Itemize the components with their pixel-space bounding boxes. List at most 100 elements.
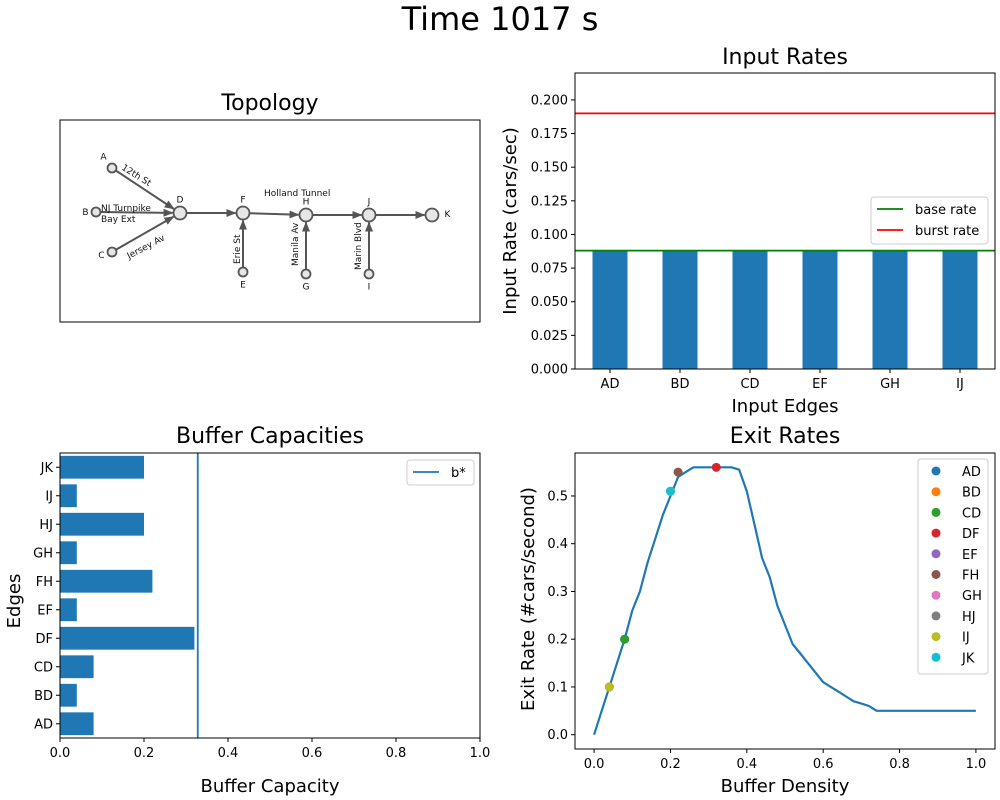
x-tick-label: 1.0 [966,757,987,772]
legend-marker [931,570,941,579]
legend-label: burst rate [915,224,979,239]
topology-node-label-D: D [177,196,184,206]
y-tick-label: 0.075 [531,262,568,277]
legend-marker [931,590,941,600]
topology-edge-AD [115,169,175,210]
topology-node-G [300,268,312,280]
bar-EF [60,598,77,622]
bar-CD [60,655,94,679]
point-CD [620,634,630,644]
x-tick-label: 0.0 [50,746,71,761]
topology-node-label-C: C [98,251,104,261]
buffer-capacities-ylabel: Edges [4,574,25,629]
bar-DF [60,626,195,650]
plot-frame [574,452,996,750]
input-rates-panel: Input Rates Input Edges Input Rate (cars… [500,45,996,417]
topology-node-F [235,205,251,221]
exit-rates-title: Exit Rates [730,424,841,449]
topology-node-K [424,207,440,223]
legend-label: HJ [962,610,976,625]
legend-marker [931,487,941,497]
point-JK [665,486,675,496]
buffer-capacities-xlabel: Buffer Capacity [200,776,339,797]
y-tick-label: BD [34,689,53,704]
exit-rate-curve [593,466,976,736]
topology-node-label-I: I [368,283,371,293]
x-tick-label: 0.4 [736,757,757,772]
buffer-capacities-plot: AD BD CD DF EF FH GH HJ IJ JK 0.0 0.2 0.4 0.6 0.8 1.0 b* [33,452,490,761]
exit-rates-panel: Exit Rates Buffer Density Exit Rate (#ca… [518,424,996,797]
legend-marker [931,632,941,642]
plot-frame [59,452,481,739]
y-tick-label: 0.100 [531,228,568,243]
x-tick-label: 0.4 [218,746,239,761]
legend-label: b* [451,466,466,481]
bar-CD [732,250,768,369]
topology-node-label-B: B [82,208,88,218]
bar-EF [802,250,838,369]
y-tick-label: 0.000 [531,363,568,378]
exit-rates-xlabel: Buffer Density [721,776,850,797]
plot-background [60,453,480,738]
legend-marker [931,528,941,538]
bar-IJ [942,250,978,369]
topology-node-D [172,205,188,221]
x-tick-label: EF [812,377,828,392]
legend-box [406,459,475,486]
y-tick-label: 0.125 [531,194,568,209]
topology-street-label: NJ Turnpike [101,204,151,214]
bar-BD [662,250,698,369]
legend-marker [931,611,941,621]
legend-label: AD [962,465,981,480]
input-rates-xlabel: Input Edges [731,396,838,417]
legend-label: JK [961,651,975,666]
x-tick-label: IJ [956,377,964,392]
y-tick-label: JK [40,461,54,476]
exit-rates-ylabel: Exit Rate (#cars/second) [518,487,539,711]
y-tick-label: 0.175 [531,127,568,142]
topology-street-label: Holland Tunnel [264,189,330,199]
topology-edge-FH [249,210,300,219]
y-tick-label: AD [34,717,53,732]
bar-GH [60,541,77,565]
x-tick-label: 0.0 [584,757,605,772]
legend-marker [931,466,941,476]
legend-marker [931,652,941,662]
topology-node-label-E: E [240,281,246,291]
legend-label: BD [962,486,981,501]
topology-street-label: Marin Blvd [354,222,364,270]
y-tick-label: 0.0 [547,728,568,743]
point-FH [673,467,683,477]
bar-AD [60,712,94,736]
input-rates-ylabel: Input Rate (cars/sec) [500,127,521,315]
y-tick-label: 0.3 [547,585,568,600]
topology-node-label-F: F [240,196,245,206]
x-tick-label: 0.2 [134,746,155,761]
topology-node-E [237,266,249,278]
legend-label: GH [962,589,982,604]
y-tick-label: DF [36,632,54,647]
topology-node-J [361,207,377,223]
y-tick-label: 0.200 [531,93,568,108]
topology-node-B [90,206,102,218]
legend-label: EF [962,548,978,563]
topology-node-H [298,207,314,223]
bar-AD [592,250,628,369]
x-tick-label: 0.6 [302,746,323,761]
y-tick-label: 0.050 [531,295,568,310]
topology-node-A [106,162,118,174]
y-tick-label: 0.2 [547,633,568,648]
topology-edge-CD [115,215,175,251]
bar-FH [60,569,153,593]
topology-node-label-J: J [367,198,371,208]
input-rates-plot: AD BD CD EF GH IJ 0.000 0.025 0.050 0.075 0.100 0.1… [531,72,996,392]
y-tick-label: IJ [45,489,53,504]
legend-label: base rate [915,203,977,218]
y-tick-label: 0.150 [531,161,568,176]
y-tick-label: FH [36,575,53,590]
y-tick-label: EF [37,603,53,618]
figure-title: Time 1017 s [401,0,599,38]
topology-node-label-A: A [100,153,107,163]
input-rates-title: Input Rates [722,45,848,70]
